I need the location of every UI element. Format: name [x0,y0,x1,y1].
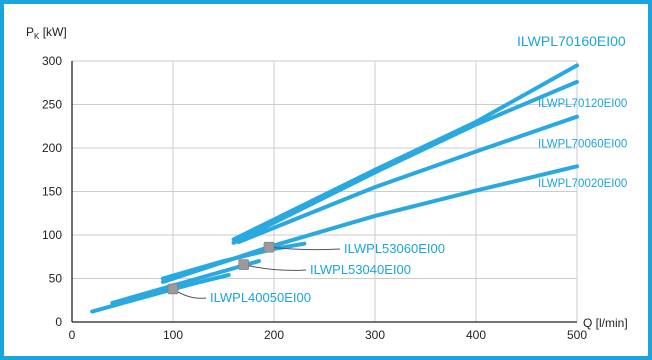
series-label-ilwpl70020ei00: ILWPL70020EI00 [538,178,627,190]
x-tick-label: 300 [365,328,385,342]
series-markers [167,241,341,299]
marker-ilwpl53060ei00 [263,241,275,253]
x-tick-label: 100 [163,328,183,342]
y-axis-label: PK [kW] [26,25,67,41]
series-label-ilwpl40050ei00: ILWPL40050EI00 [210,290,311,305]
series-label-ilwpl70060ei00: ILWPL70060EI00 [538,139,627,151]
x-tick-label: 200 [264,328,284,342]
series-line-ilwpl70160ei00 [231,63,579,242]
y-tick-label: 250 [42,98,62,112]
tick-labels: 0 100 200 300 400 500 0 50 100 150 200 250 300 [42,54,587,342]
leader-line-ilwpl53060ei00 [268,246,341,251]
y-tick-label: 50 [49,272,63,286]
y-tick-label: 0 [55,315,62,329]
y-tick-label: 100 [42,228,62,242]
series-lines [90,63,579,314]
marker-ilwpl53040ei00 [238,259,249,270]
y-tick-label: 150 [42,185,62,199]
leader-line-ilwpl53040ei00 [243,264,307,271]
y-tick-label: 300 [42,54,62,68]
y-tick-label: 200 [42,141,62,155]
series-label-ilwpl53060ei00: ILWPL53060EI00 [344,241,445,256]
x-tick-label: 400 [466,328,486,342]
axes: PK [kW] Q [l/min] [26,25,628,330]
series-line-ilwpl40050ei00 [90,273,231,314]
series-line-ilwpl70060ei00 [236,114,579,244]
series-label-ilwpl70160ei00: ILWPL70160EI00 [517,33,626,49]
series-label-ilwpl53040ei00: ILWPL53040EI00 [310,262,411,277]
x-tick-label: 500 [567,328,587,342]
series-line-ilwpl53060ei00 [160,241,307,281]
grid [72,60,578,322]
series-line-ilwpl70120ei00 [231,79,579,245]
x-tick-label: 0 [69,328,76,342]
x-axis-label: Q [l/min] [583,316,628,330]
series-labels: ILWPL70160EI00 ILWPL70120EI00 ILWPL70060EI… [210,33,627,305]
marker-ilwpl40050ei00 [167,283,179,295]
series-label-ilwpl70120ei00: ILWPL70120EI00 [538,98,627,110]
series-line-ilwpl53040ei00 [110,259,261,305]
